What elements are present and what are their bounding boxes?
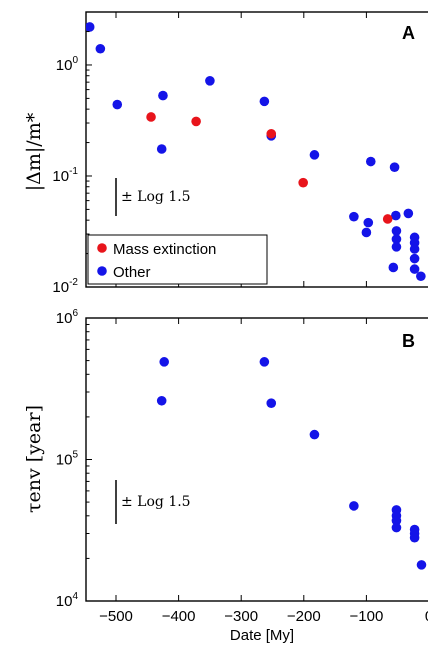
legend-marker-other [97,266,107,276]
panel-b-errorbar-label: ± Log 1.5 [121,494,191,510]
y-tick-label: 106 [56,308,79,327]
data-point-other [86,22,95,32]
panel-b-axes-box [85,317,428,602]
data-point-other [388,262,399,273]
y-tick-label: 105 [56,450,79,469]
data-point-other [266,398,277,408]
y-tick-label: 10-1 [52,166,78,185]
legend: Mass extinction Other [87,234,268,285]
data-point-other [363,217,374,228]
data-point-other [95,43,106,54]
data-point-mass-extinction [382,214,393,224]
y-tick-label: 104 [56,591,79,610]
data-point-other [159,357,170,367]
panel-a-axes-box [85,11,428,288]
data-point-other [391,210,401,221]
legend-marker-mass-extinction [97,243,107,253]
data-point-other [156,395,167,406]
data-point-mass-extinction [298,177,308,188]
data-point-other [403,208,414,219]
legend-label-other: Other [113,264,151,281]
data-point-other [416,560,427,570]
panel-a-y-ticks: 100 10-1 10-2 [52,11,367,296]
data-point-other [409,244,420,254]
data-point-other [349,211,359,222]
panel-a-errorbar-label: ± Log 1.5 [121,189,191,205]
panel-b-label: B [402,331,415,351]
data-point-other [361,227,372,238]
data-point-other [391,226,402,236]
data-point-other [156,144,167,154]
y-tick-label: 10-2 [52,277,78,296]
data-point-other [349,501,359,511]
x-axis-label: Date [My] [230,627,294,644]
x-tick-label: −300 [224,608,258,625]
data-point-other [409,253,420,264]
panel-a-points [86,22,426,282]
data-point-other [205,76,215,86]
data-point-other [389,162,400,172]
legend-label-mass-extinction: Mass extinction [113,241,216,258]
x-tick-label: −400 [162,608,196,625]
panel-a-y-axis-label: |Δm|/m* [23,112,45,191]
data-point-mass-extinction [266,128,277,139]
panel-b-x-ticks: −500 −400 −300 −200 −100 0 [99,318,428,625]
y-tick-label: 100 [56,55,79,74]
data-point-other [391,522,402,533]
data-point-other [391,234,402,244]
x-tick-label: −200 [287,608,321,625]
data-point-other [309,150,320,160]
data-point-mass-extinction [191,116,201,127]
data-point-other [391,242,402,252]
panel-b-y-ticks: 106 105 104 [56,308,92,610]
x-tick-label: −100 [350,608,384,625]
panel-b-points [156,357,427,570]
panel-b-y-axis-label: τenv [year] [23,405,45,513]
data-point-other [365,156,376,167]
panel-a-label: A [402,23,415,43]
data-point-other [409,264,420,274]
x-tick-label: 0 [425,608,428,625]
data-point-other [259,96,270,107]
panel-a: 100 10-1 10-2 A |Δm|/m* ± Log 1.5 Mass ext… [23,11,428,296]
data-point-other [391,515,402,526]
data-point-other [309,429,320,440]
data-point-other [112,99,123,110]
data-point-other [259,357,270,367]
data-point-other [158,90,168,101]
data-point-other [416,271,426,282]
data-point-other [409,532,420,543]
x-tick-label: −500 [99,608,133,625]
data-point-mass-extinction [146,112,156,122]
legend-box [87,234,268,285]
panel-b: 106 105 104 −500 −400 −300 −200 −100 0 B τenv [… [23,308,428,644]
